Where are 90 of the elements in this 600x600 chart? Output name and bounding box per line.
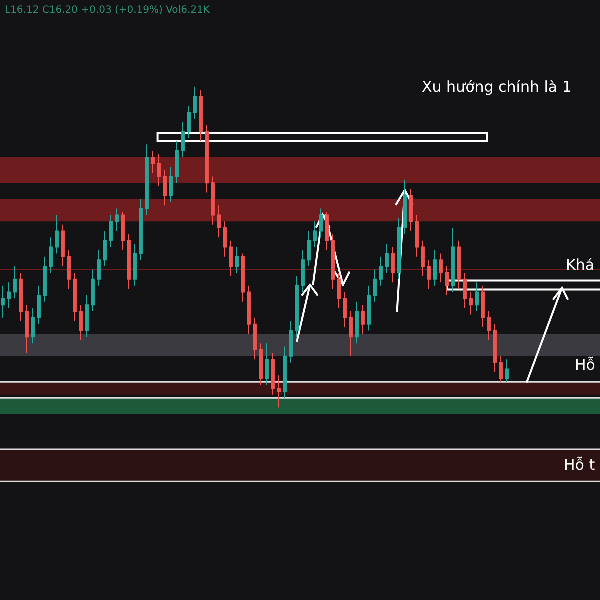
- candlestick: [403, 179, 407, 235]
- candlestick: [493, 324, 497, 373]
- candlestick: [499, 356, 503, 383]
- annotation: Xu hướng chính là 1: [422, 78, 572, 96]
- candlestick: [415, 214, 419, 258]
- candlestick: [421, 240, 425, 277]
- candlestick: [463, 272, 467, 309]
- candlestick: [301, 250, 305, 293]
- candlestick: [223, 221, 227, 258]
- candlestick: [61, 224, 65, 268]
- candlestick: [115, 208, 119, 232]
- candlestick: [85, 294, 89, 338]
- candlestick: [109, 214, 113, 248]
- candlestick: [289, 320, 293, 364]
- candlestick: [97, 250, 101, 286]
- text: Khá: [566, 256, 595, 274]
- candlestick: [127, 234, 131, 290]
- candlestick: [457, 240, 461, 290]
- candlestick: [265, 343, 269, 386]
- candlestick: [181, 122, 185, 158]
- candlestick: [133, 244, 137, 286]
- candlestick: [211, 176, 215, 226]
- candlestick: [379, 256, 383, 286]
- candlestick: [205, 124, 209, 194]
- candlestick: [295, 276, 299, 338]
- candlestick: [487, 310, 491, 341]
- candlestick: [13, 266, 17, 300]
- candlestick: [259, 343, 263, 386]
- candlestick: [37, 285, 41, 325]
- candlestick: [91, 269, 95, 312]
- candlestick: [427, 260, 431, 290]
- candlestick: [199, 90, 203, 142]
- candlestick: [1, 285, 5, 318]
- candlestick: [79, 304, 83, 341]
- candlestick: [505, 359, 509, 383]
- candlestick: [475, 282, 479, 312]
- candlestick: [343, 292, 347, 328]
- candlestick: [445, 266, 449, 296]
- candlestick: [175, 140, 179, 184]
- candlestick: [151, 150, 155, 174]
- candlestick: [391, 246, 395, 284]
- candlestick: [169, 166, 173, 203]
- candlestick: [277, 375, 281, 408]
- candlestick: [31, 308, 35, 344]
- candlestick: [139, 198, 143, 261]
- candlestick: [241, 253, 245, 302]
- candlestick: [67, 250, 71, 290]
- text: L16.12 C16.20 +0.03 (+0.19%) Vol6.21K: [5, 5, 210, 16]
- candlestick: [397, 218, 401, 280]
- candlestick: [361, 304, 365, 334]
- candlestick: [19, 272, 23, 322]
- candlestick: [25, 304, 29, 354]
- candlestick: [145, 144, 149, 216]
- candlestick: [373, 269, 377, 302]
- candlestick: [43, 256, 47, 302]
- candlestick: [325, 212, 329, 252]
- candlestick: [451, 228, 455, 293]
- candlestick: [271, 352, 275, 396]
- candlestick: [229, 240, 233, 277]
- candlestick: [409, 189, 413, 232]
- candlestick: [433, 250, 437, 286]
- candlestick: [307, 230, 311, 268]
- candlestick: [385, 244, 389, 274]
- candlestick: [319, 208, 323, 238]
- candlestick: [469, 292, 473, 316]
- candlestick: [367, 285, 371, 332]
- candlestick: [55, 214, 59, 254]
- candlestick: [163, 170, 167, 206]
- candlestick: [193, 86, 197, 120]
- candlestick: [337, 272, 341, 309]
- candlestick: [49, 237, 53, 274]
- candlestick: [283, 346, 287, 399]
- candlestick: [331, 234, 335, 290]
- candlestick: [187, 106, 191, 139]
- candlestick: [313, 221, 317, 248]
- candlestick: [7, 282, 11, 309]
- candlestick: [439, 253, 443, 284]
- candlestick: [73, 272, 77, 322]
- text: Hỗ: [575, 356, 596, 374]
- candlestick: [253, 317, 257, 360]
- candlestick: [235, 246, 239, 274]
- candlestick: [355, 301, 359, 344]
- candlestick: [121, 212, 125, 252]
- text: Hỗ t: [564, 456, 596, 474]
- candlestick: [247, 285, 251, 334]
- candlestick: [481, 285, 485, 328]
- candlestick: [349, 310, 353, 357]
- candlestick: [217, 205, 221, 238]
- candlestick: [103, 230, 107, 268]
- candlestick: [157, 154, 161, 187]
